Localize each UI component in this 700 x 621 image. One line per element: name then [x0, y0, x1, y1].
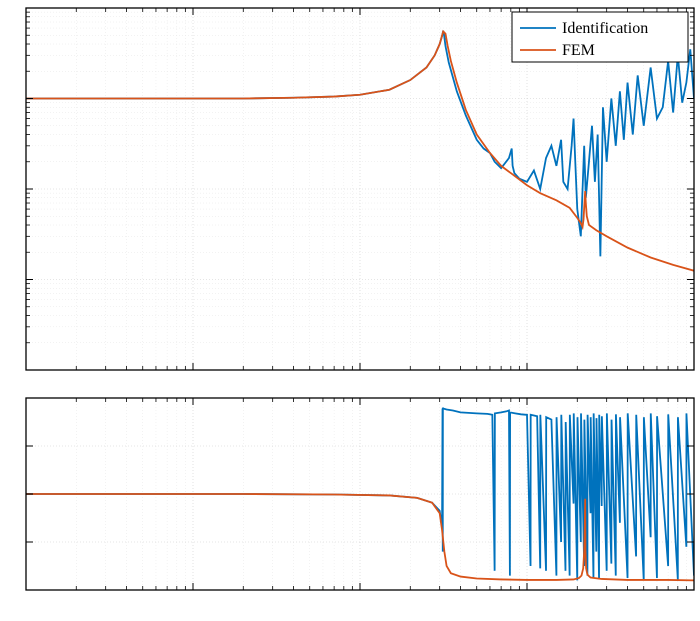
- legend-label-identification: Identification: [562, 20, 648, 37]
- legend: Identification FEM: [512, 12, 688, 62]
- legend-label-fem: FEM: [562, 42, 595, 59]
- bode-plot-figure: Identification FEM: [0, 0, 700, 621]
- chart-svg: Identification FEM: [0, 0, 700, 621]
